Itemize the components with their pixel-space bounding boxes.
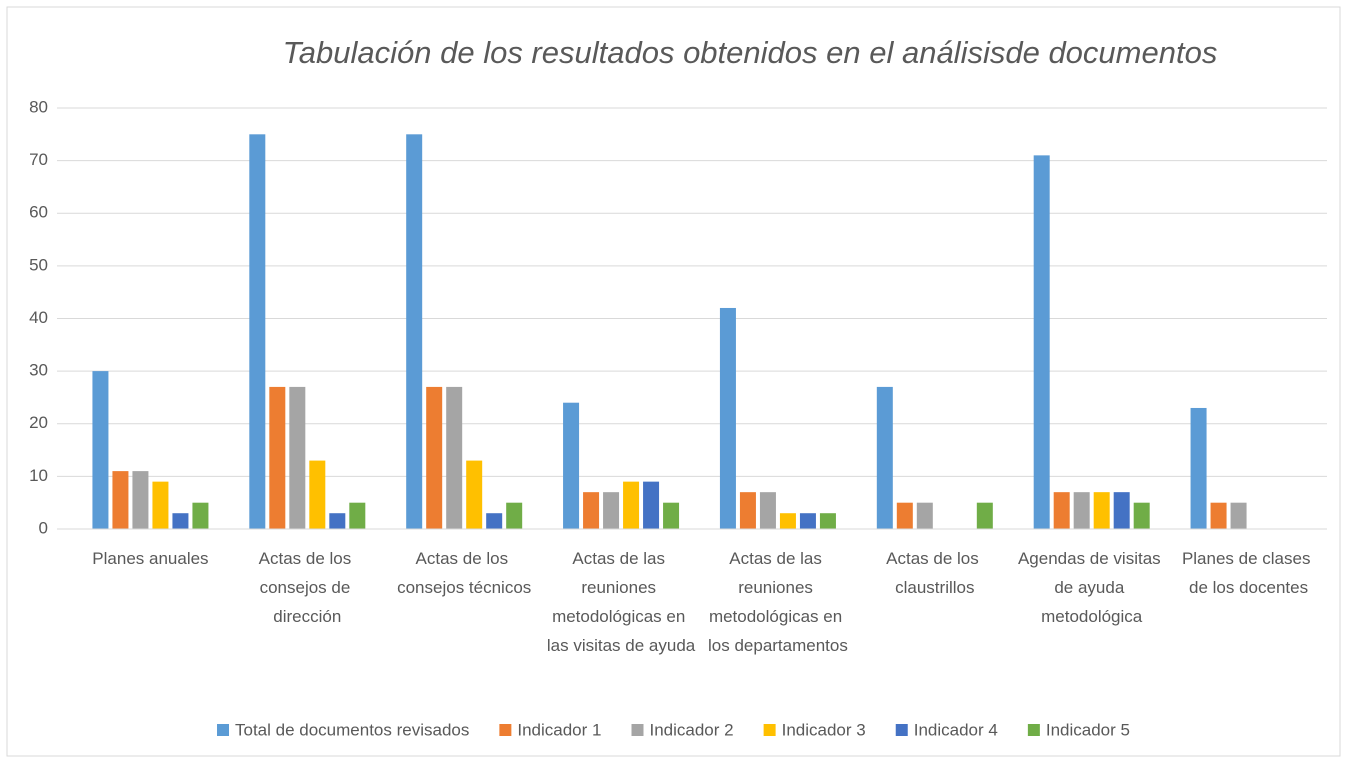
bar bbox=[719, 307, 736, 529]
bar bbox=[289, 386, 306, 529]
legend-swatch bbox=[1027, 724, 1040, 736]
bar bbox=[876, 386, 893, 529]
bar bbox=[92, 371, 109, 529]
legend-label: Indicador 3 bbox=[782, 720, 866, 739]
y-tick-label: 20 bbox=[29, 413, 48, 432]
bar bbox=[249, 134, 266, 529]
bar bbox=[663, 502, 680, 529]
bar bbox=[896, 502, 913, 529]
bar bbox=[1093, 492, 1110, 529]
bar bbox=[1133, 502, 1150, 529]
bar bbox=[603, 492, 620, 529]
bar bbox=[1190, 407, 1207, 529]
bar bbox=[1210, 502, 1227, 529]
legend-swatch bbox=[895, 724, 908, 736]
bar bbox=[819, 513, 836, 529]
legend-label: Total de documentos revisados bbox=[235, 720, 469, 739]
bar bbox=[916, 502, 933, 529]
bar bbox=[329, 513, 346, 529]
bar bbox=[1053, 492, 1070, 529]
chart-frame bbox=[6, 6, 1341, 757]
y-tick-label: 0 bbox=[39, 518, 48, 537]
x-tick-label: Actas de las reuniones metodológicas en … bbox=[708, 549, 848, 655]
bar bbox=[446, 386, 463, 529]
y-tick-label: 60 bbox=[29, 203, 48, 222]
bar bbox=[779, 513, 796, 529]
bar bbox=[406, 134, 423, 529]
y-tick-label: 50 bbox=[29, 255, 48, 274]
bar bbox=[309, 460, 326, 529]
y-tick-label: 70 bbox=[29, 150, 48, 169]
legend-swatch bbox=[631, 724, 644, 736]
bar bbox=[739, 492, 756, 529]
bar bbox=[623, 481, 640, 529]
legend-label: Indicador 1 bbox=[517, 720, 601, 739]
x-tick-label: Actas de los claustrillos bbox=[886, 549, 983, 597]
bar bbox=[486, 513, 503, 529]
bar bbox=[563, 402, 580, 529]
bar bbox=[1230, 502, 1247, 529]
bar bbox=[152, 481, 169, 529]
y-tick-label: 10 bbox=[29, 466, 48, 485]
x-tick-label: Actas de los consejos de dirección bbox=[259, 549, 356, 626]
bar bbox=[583, 492, 600, 529]
legend-swatch bbox=[763, 724, 776, 736]
bar bbox=[1073, 492, 1090, 529]
bar bbox=[349, 502, 366, 529]
bar bbox=[759, 492, 776, 529]
bar bbox=[192, 502, 209, 529]
legend-swatch bbox=[217, 724, 230, 736]
bar bbox=[269, 386, 286, 529]
bar bbox=[426, 386, 443, 529]
y-tick-label: 40 bbox=[29, 308, 48, 327]
bar bbox=[976, 502, 993, 529]
x-tick-label: Actas de las reuniones metodológicas en … bbox=[547, 549, 696, 655]
x-tick-label: Planes de clases de los docentes bbox=[1182, 549, 1315, 597]
bar bbox=[132, 471, 149, 529]
bar bbox=[506, 502, 523, 529]
legend-label: Indicador 5 bbox=[1046, 720, 1130, 739]
bar bbox=[1113, 492, 1130, 529]
x-tick-label: Planes anuales bbox=[92, 549, 208, 568]
legend-swatch bbox=[499, 724, 512, 736]
chart-title: Tabulación de los resultados obtenidos e… bbox=[283, 35, 1218, 70]
bar bbox=[1033, 155, 1050, 530]
x-tick-label: Agendas de visitas de ayuda metodológica bbox=[1018, 549, 1165, 626]
bar bbox=[112, 471, 129, 529]
x-tick-label: Actas de los consejos técnicos bbox=[397, 549, 531, 597]
bar bbox=[172, 513, 189, 529]
y-tick-label: 30 bbox=[29, 361, 48, 380]
bar bbox=[643, 481, 660, 529]
legend-label: Indicador 4 bbox=[914, 720, 998, 739]
legend-label: Indicador 2 bbox=[649, 720, 733, 739]
bar bbox=[799, 513, 816, 529]
y-tick-label: 80 bbox=[29, 97, 48, 116]
bar bbox=[466, 460, 483, 529]
